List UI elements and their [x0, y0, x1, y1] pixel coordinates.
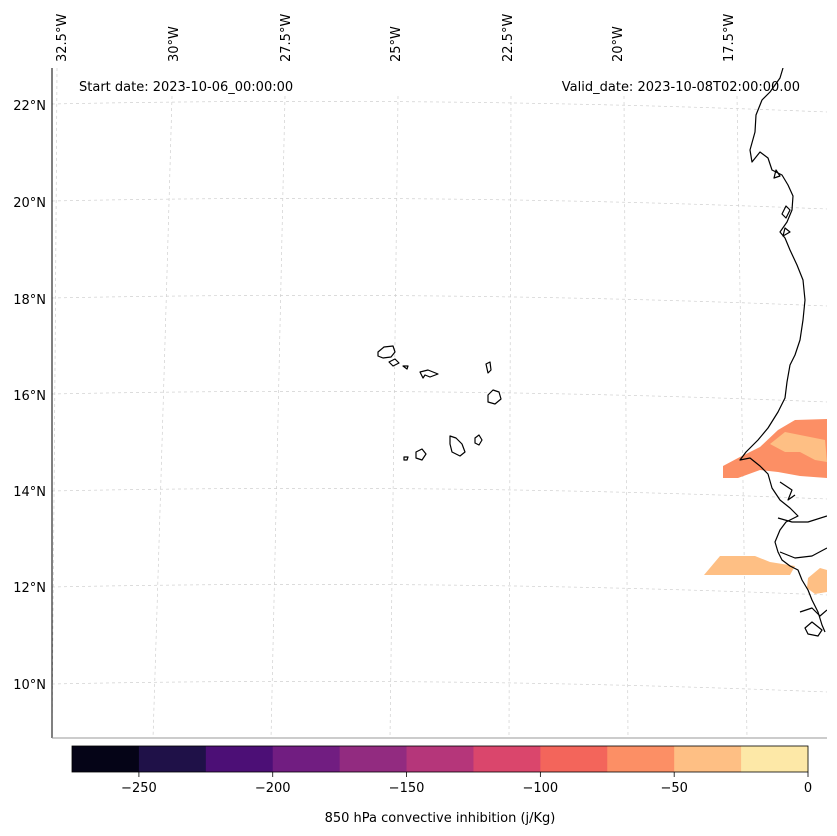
colorbar-outline	[71, 745, 809, 773]
island-maio	[474, 434, 483, 446]
colorbar-bin	[138, 746, 207, 772]
lat-label: 12°N	[13, 581, 46, 596]
colorbar-bin	[473, 746, 541, 772]
island-santiago	[449, 435, 466, 457]
cin-field	[704, 419, 827, 594]
island-fogo	[415, 448, 427, 461]
lon-labels: 32.5°W 30°W 27.5°W 25°W 22.5°W 20°W 17.5…	[55, 14, 737, 62]
cin-region-minus50-minus25-north	[770, 432, 827, 462]
island-santo-antao	[377, 345, 396, 359]
colorbar-label: 850 hPa convective inhibition (j/Kg)	[325, 811, 556, 826]
colorbar-bin	[72, 746, 140, 772]
lon-label: 30°W	[167, 26, 182, 62]
lon-label: 27.5°W	[279, 14, 294, 62]
island-brava	[403, 456, 409, 461]
cin-region-minus50-minus25-south	[704, 556, 795, 575]
island-santa-luzia	[402, 365, 409, 370]
coastlines	[739, 68, 827, 637]
colorbar-tick-label: −250	[121, 781, 157, 796]
map-frame	[52, 68, 827, 738]
colorbar-tick-label: −200	[255, 781, 291, 796]
lon-label: 17.5°W	[722, 14, 737, 62]
valid-date-label: Valid_date: 2023-10-08T02:00:00.00	[562, 80, 800, 95]
lon-label: 25°W	[389, 26, 404, 62]
colorbar-bin	[406, 746, 474, 772]
lon-label: 32.5°W	[55, 14, 70, 62]
island-sao-vicente	[388, 358, 400, 367]
lat-label: 16°N	[13, 389, 46, 404]
lat-label: 20°N	[13, 196, 46, 211]
colorbar-bin	[607, 746, 675, 772]
start-date-label: Start date: 2023-10-06_00:00:00	[79, 80, 293, 95]
colorbar-bin	[339, 746, 408, 772]
africa-coastline	[739, 68, 826, 633]
island-sal	[485, 361, 492, 374]
colorbar-bin	[272, 746, 341, 772]
colorbar-bin	[674, 746, 742, 772]
lat-label: 18°N	[13, 293, 46, 308]
colorbar-tick-label: −150	[389, 781, 425, 796]
lat-label: 22°N	[13, 99, 46, 114]
colorbar-bin	[741, 746, 809, 772]
cin-region-minus50-minus25-east	[807, 568, 827, 594]
map-content	[52, 68, 827, 738]
lon-label: 22.5°W	[501, 14, 516, 62]
lon-label: 20°W	[611, 26, 626, 62]
meridian-gridlines	[52, 68, 748, 738]
lat-labels: 22°N 20°N 18°N 16°N 14°N 12°N 10°N	[13, 99, 46, 693]
colorbar-bins	[72, 746, 809, 772]
colorbar-bin	[540, 746, 608, 772]
lat-label: 14°N	[13, 485, 46, 500]
lat-label: 10°N	[13, 678, 46, 693]
colorbar-tick-label: 0	[804, 781, 812, 796]
island-boa-vista	[487, 389, 502, 405]
parallel-gridlines	[52, 100, 827, 693]
colorbar-bin	[205, 746, 274, 772]
colorbar: −250 −200 −150 −100 −50 0 850 hPa convective …	[71, 745, 812, 826]
colorbar-tick-label: −50	[660, 781, 687, 796]
cape-verde-islands	[377, 345, 502, 461]
cin-region-minus75-minus50	[723, 419, 827, 478]
colorbar-tick-label: −100	[523, 781, 559, 796]
island-sao-nicolau	[419, 369, 439, 379]
colorbar-ticks: −250 −200 −150 −100 −50 0	[121, 772, 812, 796]
